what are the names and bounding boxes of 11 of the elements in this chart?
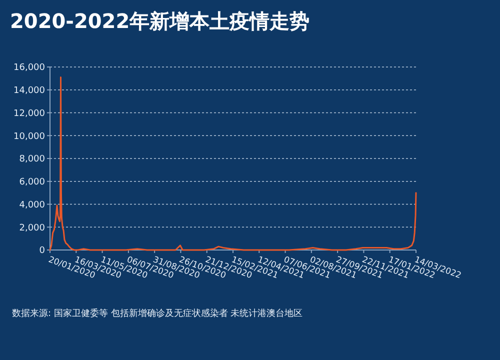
y-tick-label: 8,000 [19,154,46,165]
y-tick-label: 4,000 [19,200,46,210]
y-tick-label: 2,000 [19,223,46,234]
y-tick-label: 12,000 [14,108,46,119]
y-tick-label: 0 [39,246,46,256]
y-tick-label: 6,000 [19,178,46,188]
y-tick-label: 16,000 [14,63,46,74]
y-tick-label: 14,000 [14,86,46,96]
chart-title: 2020-2022年新增本土疫情走势 [10,9,310,33]
source-note: 数据来源: 国家卫健委等 包括新增确诊及无症状感染者 未统计港澳台地区 [12,308,303,319]
y-tick-label: 10,000 [14,132,46,142]
